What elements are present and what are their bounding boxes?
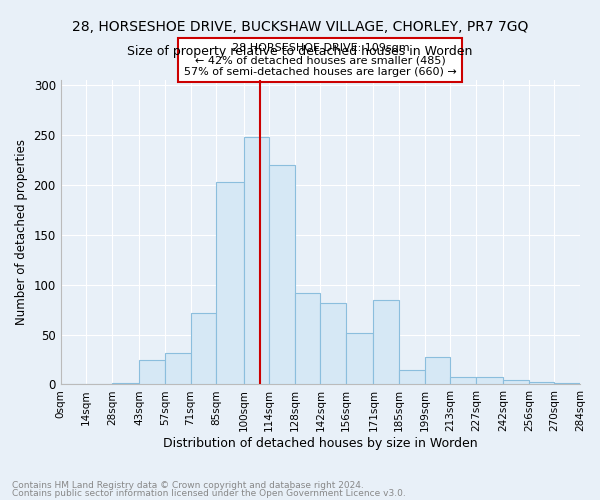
Bar [269, 165, 295, 384]
Bar [450, 378, 476, 384]
Bar [529, 382, 554, 384]
Bar [216, 182, 244, 384]
Bar [191, 312, 216, 384]
Text: Contains public sector information licensed under the Open Government Licence v3: Contains public sector information licen… [12, 489, 406, 498]
Bar [346, 332, 373, 384]
Bar [476, 378, 503, 384]
X-axis label: Distribution of detached houses by size in Worden: Distribution of detached houses by size … [163, 437, 478, 450]
Text: 28, HORSESHOE DRIVE, BUCKSHAW VILLAGE, CHORLEY, PR7 7GQ: 28, HORSESHOE DRIVE, BUCKSHAW VILLAGE, C… [72, 20, 528, 34]
Bar [425, 356, 450, 384]
Text: 28 HORSESHOE DRIVE: 109sqm
← 42% of detached houses are smaller (485)
57% of sem: 28 HORSESHOE DRIVE: 109sqm ← 42% of deta… [184, 44, 457, 76]
Bar [244, 137, 269, 384]
Bar [139, 360, 165, 384]
Bar [295, 292, 320, 384]
Bar [373, 300, 399, 384]
Text: Size of property relative to detached houses in Worden: Size of property relative to detached ho… [127, 45, 473, 58]
Text: Contains HM Land Registry data © Crown copyright and database right 2024.: Contains HM Land Registry data © Crown c… [12, 480, 364, 490]
Y-axis label: Number of detached properties: Number of detached properties [15, 139, 28, 325]
Bar [399, 370, 425, 384]
Bar [320, 302, 346, 384]
Bar [165, 352, 191, 384]
Bar [503, 380, 529, 384]
